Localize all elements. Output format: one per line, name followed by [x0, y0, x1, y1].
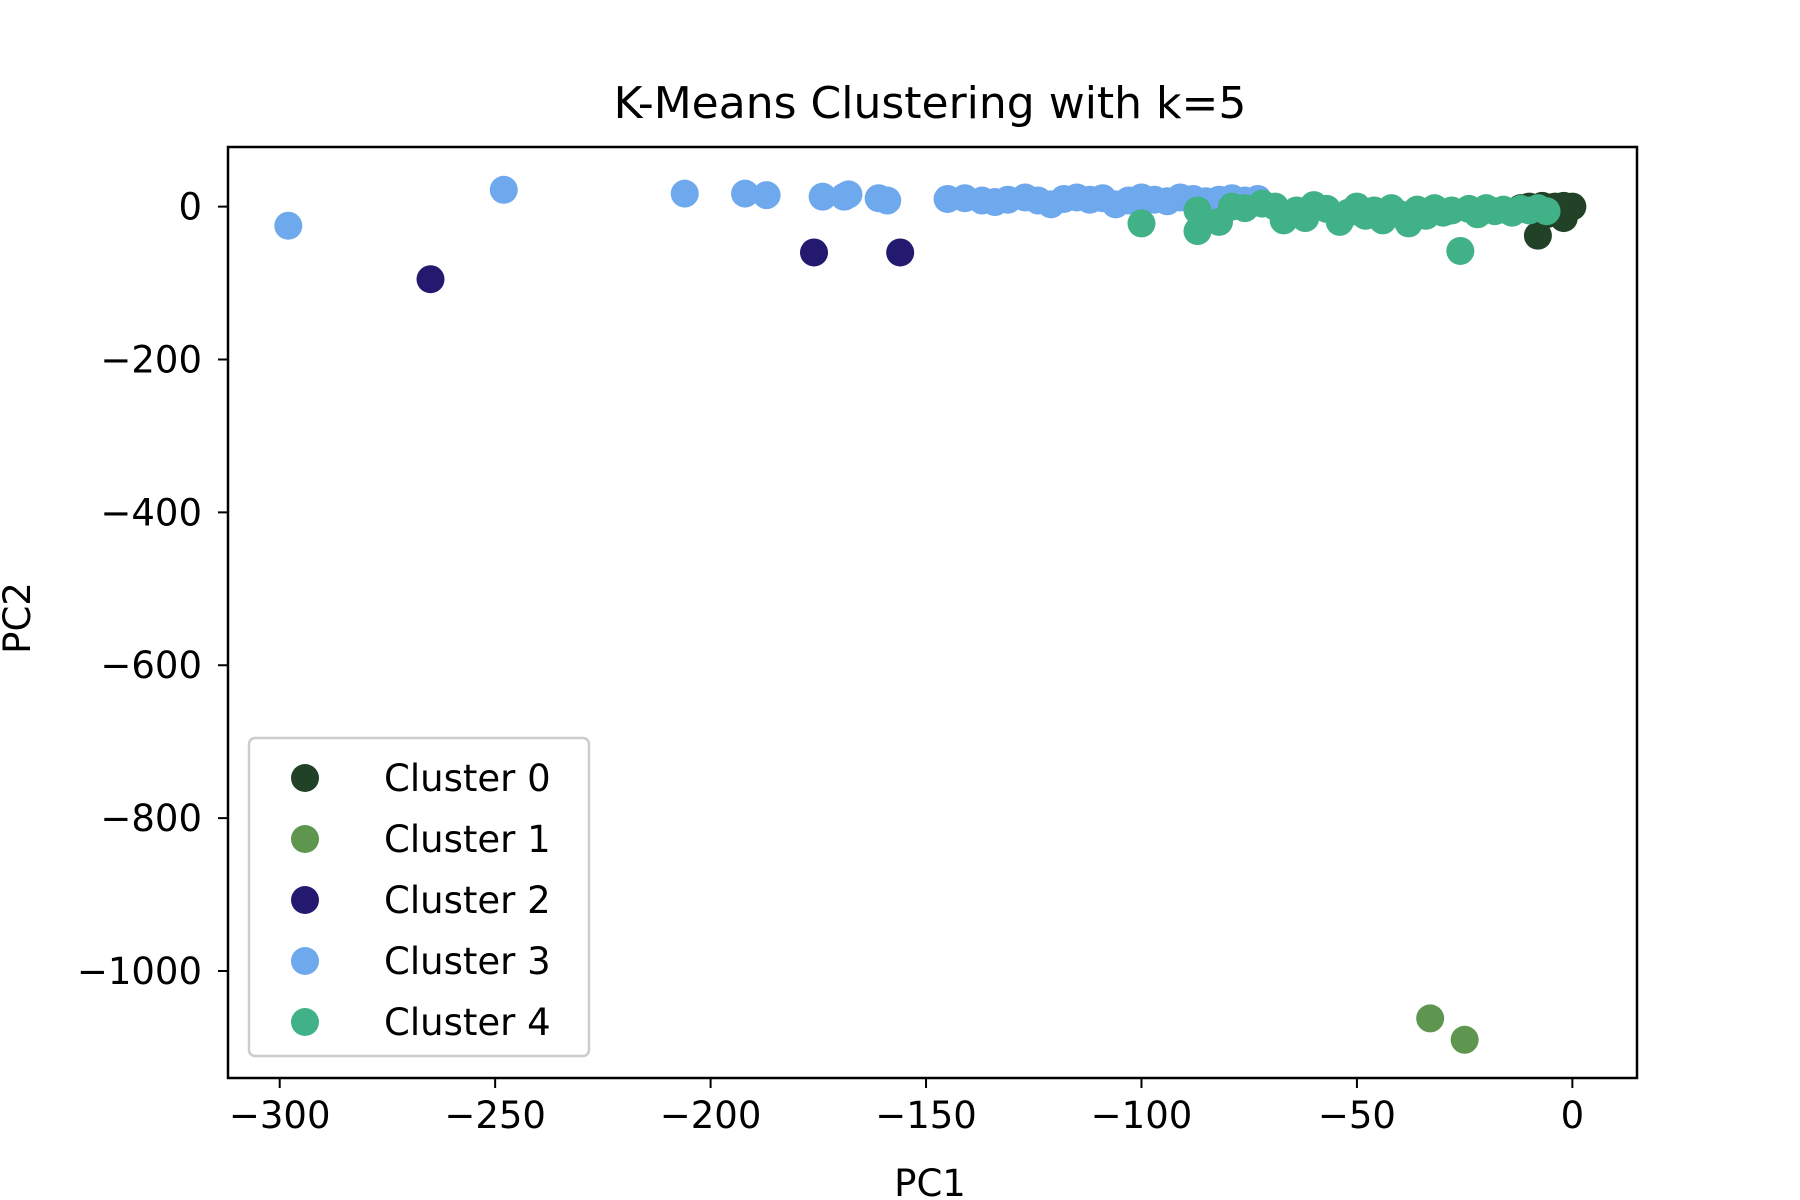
legend-marker	[291, 825, 319, 853]
x-axis-label: PC1	[894, 1162, 966, 1200]
data-point	[489, 175, 518, 204]
legend-item: Cluster 3	[291, 940, 551, 983]
series-cluster-4	[1127, 189, 1561, 265]
legend-box	[247, 736, 591, 1058]
series-cluster-2	[416, 238, 915, 294]
data-point	[886, 238, 915, 267]
y-tick-label: −1000	[77, 950, 202, 993]
data-point	[834, 180, 863, 209]
y-tick-label: −200	[100, 338, 202, 381]
legend-label: Cluster 1	[384, 818, 551, 861]
data-point	[1446, 236, 1475, 265]
data-point	[416, 265, 445, 294]
legend-label: Cluster 0	[384, 757, 551, 800]
legend-item: Cluster 1	[291, 818, 551, 861]
chart-title: K-Means Clustering with k=5	[614, 78, 1247, 129]
data-point	[808, 182, 837, 211]
x-tick-label: −150	[875, 1094, 977, 1137]
legend-item: Cluster 2	[291, 879, 551, 922]
x-tick-label: −100	[1091, 1094, 1193, 1137]
x-tick-label: −250	[444, 1094, 546, 1137]
data-point	[670, 179, 699, 208]
x-tick-label: −200	[660, 1094, 762, 1137]
legend-items: Cluster 0 Cluster 1 Cluster 2 Cluster 3 Clus…	[291, 757, 551, 1044]
series-cluster-1	[1416, 1004, 1479, 1054]
data-point	[1183, 217, 1212, 246]
data-point	[731, 179, 760, 208]
data-point	[1416, 1004, 1445, 1033]
legend-label: Cluster 3	[384, 940, 551, 983]
legend-item: Cluster 4	[291, 1001, 551, 1044]
x-tick-label: −50	[1318, 1094, 1396, 1137]
data-point	[873, 186, 902, 215]
data-point	[1532, 197, 1561, 226]
legend-label: Cluster 2	[384, 879, 551, 922]
legend-marker	[291, 886, 319, 914]
points-layer	[274, 175, 1587, 1054]
x-tick-label: 0	[1561, 1094, 1585, 1137]
data-point	[1450, 1025, 1479, 1054]
y-axis-ticks: 0 −200 −400 −600 −800 −1000	[77, 186, 228, 993]
y-tick-label: −600	[100, 644, 202, 687]
data-point	[1127, 209, 1156, 238]
data-point	[752, 181, 781, 210]
plot-frame	[226, 145, 1639, 1080]
y-tick-label: 0	[178, 186, 202, 229]
x-tick-label: −300	[229, 1094, 331, 1137]
legend-item: Cluster 0	[291, 757, 551, 800]
legend-marker	[291, 1008, 319, 1036]
legend-marker	[291, 764, 319, 792]
y-tick-label: −800	[100, 797, 202, 840]
y-tick-label: −400	[100, 491, 202, 534]
data-point	[274, 211, 303, 240]
legend: Cluster 0 Cluster 1 Cluster 2 Cluster 3 Clus…	[247, 736, 591, 1058]
y-axis-label: PC2	[0, 582, 39, 654]
data-point	[1183, 196, 1212, 225]
data-point	[800, 238, 829, 267]
x-axis-ticks: −300 −250 −200 −150 −100 −50 0	[229, 1078, 1584, 1137]
data-point	[1523, 221, 1552, 250]
legend-label: Cluster 4	[384, 1001, 551, 1044]
legend-marker	[291, 947, 319, 975]
